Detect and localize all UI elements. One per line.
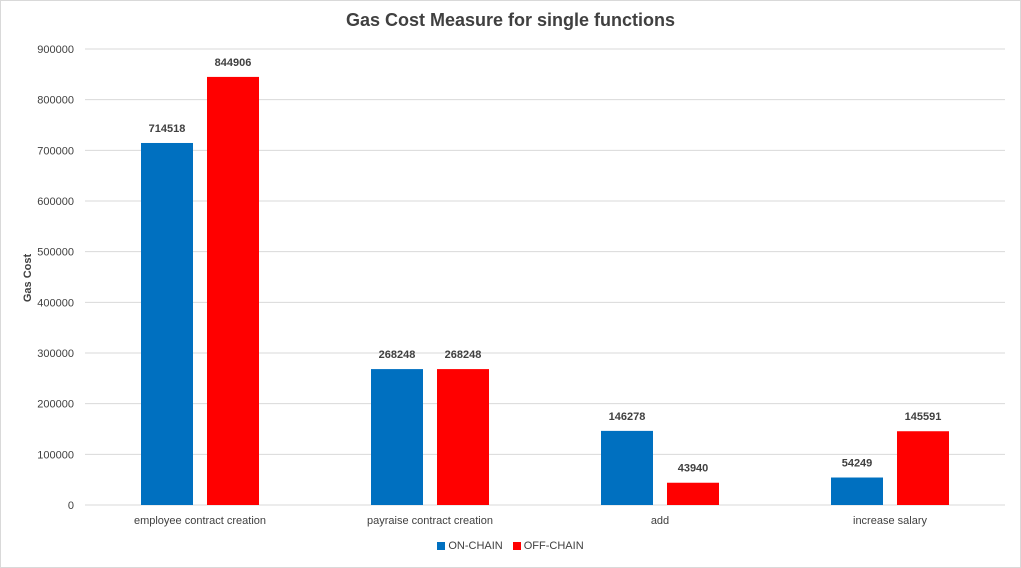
y-tick-label: 800000 bbox=[37, 95, 74, 107]
legend-label-on-chain: ON-CHAIN bbox=[448, 540, 503, 552]
bars bbox=[141, 76, 949, 505]
data-labels: 714518 844906 268248 268248 146278 43940 54249… bbox=[149, 57, 942, 475]
legend-item-on-chain: ON-CHAIN bbox=[437, 540, 503, 552]
y-tick-label: 400000 bbox=[37, 297, 74, 309]
y-tick-label: 900000 bbox=[37, 44, 74, 56]
legend-swatch-on-chain bbox=[437, 542, 446, 550]
bar bbox=[141, 142, 193, 505]
bar bbox=[371, 369, 423, 505]
data-label: 268248 bbox=[379, 349, 416, 361]
x-category-label: employee contract creation bbox=[134, 515, 266, 527]
bar bbox=[831, 477, 883, 505]
y-axis-label: Gas Cost bbox=[22, 254, 34, 303]
data-label: 268248 bbox=[445, 349, 482, 361]
data-label: 145591 bbox=[905, 411, 942, 423]
legend-swatch-off-chain bbox=[512, 542, 521, 550]
data-label: 146278 bbox=[609, 411, 646, 423]
y-tick-label: 700000 bbox=[37, 145, 74, 157]
y-tick-label: 200000 bbox=[37, 399, 74, 411]
y-tick-label: 500000 bbox=[37, 247, 74, 259]
y-axis-ticks: 0 100000 200000 300000 400000 500000 600000 700… bbox=[37, 44, 74, 512]
legend-item-off-chain: OFF-CHAIN bbox=[512, 540, 584, 552]
data-label: 43940 bbox=[678, 463, 709, 475]
x-axis-categories: employee contract creation payraise contr… bbox=[134, 515, 928, 527]
y-tick-label: 600000 bbox=[37, 196, 74, 208]
y-tick-label: 300000 bbox=[37, 348, 74, 360]
data-label: 714518 bbox=[149, 123, 186, 135]
x-category-label: increase salary bbox=[853, 515, 927, 527]
legend-label-off-chain: OFF-CHAIN bbox=[523, 540, 584, 552]
data-label: 54249 bbox=[842, 458, 873, 470]
y-tick-label: 0 bbox=[68, 500, 74, 512]
data-label: 844906 bbox=[215, 57, 252, 69]
bar bbox=[437, 369, 489, 505]
chart-title: Gas Cost Measure for single functions bbox=[345, 10, 676, 30]
legend: ON-CHAIN OFF-CHAIN bbox=[0, 540, 1021, 552]
bar bbox=[667, 482, 719, 505]
bar bbox=[207, 76, 259, 505]
bar bbox=[897, 431, 949, 505]
bar bbox=[601, 430, 653, 505]
x-category-label: add bbox=[651, 515, 669, 527]
y-tick-label: 100000 bbox=[37, 449, 74, 461]
x-category-label: payraise contract creation bbox=[367, 515, 493, 527]
